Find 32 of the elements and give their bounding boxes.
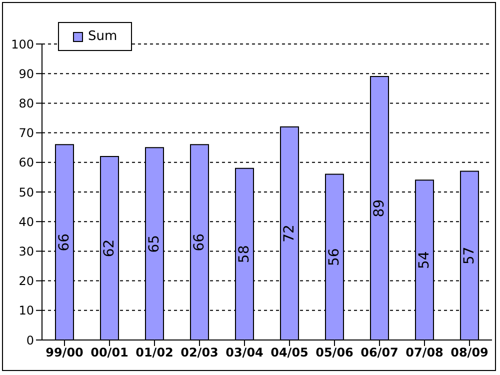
y-tick-label: 60 (18, 156, 34, 170)
data-label: 58 (236, 245, 252, 264)
data-label: 57 (462, 246, 478, 265)
x-tick-label: 03/04 (226, 346, 264, 360)
y-tick-label: 0 (26, 333, 34, 348)
x-tick-label: 00/01 (90, 346, 128, 360)
x-tick-label: 99/00 (46, 346, 84, 360)
data-label: 72 (282, 224, 298, 242)
data-label: 65 (146, 234, 162, 253)
y-tick-label: 100 (11, 37, 34, 52)
x-tick-label: 02/03 (180, 346, 218, 360)
y-tick-label: 90 (18, 66, 34, 81)
legend-label: Sum (87, 29, 118, 44)
data-label: 54 (416, 251, 432, 269)
x-tick-label: 04/05 (270, 346, 308, 360)
data-label: 62 (102, 239, 118, 258)
y-tick-label: 10 (18, 304, 34, 318)
x-tick-label: 08/09 (450, 346, 488, 360)
data-label: 66 (192, 233, 208, 252)
y-tick-label: 70 (18, 126, 34, 140)
y-tick-label: 40 (18, 214, 34, 229)
data-label: 89 (372, 199, 388, 218)
data-label: 56 (326, 248, 342, 266)
data-label: 66 (56, 233, 72, 252)
x-tick-label: 01/02 (136, 346, 174, 360)
y-tick-label: 80 (18, 96, 34, 110)
y-tick-label: 50 (18, 185, 34, 200)
y-tick-label: 20 (18, 274, 34, 288)
x-tick-label: 06/07 (360, 346, 398, 360)
x-tick-label: 05/06 (316, 346, 354, 360)
x-tick-label: 07/08 (406, 346, 444, 360)
y-tick-label: 30 (18, 244, 34, 258)
